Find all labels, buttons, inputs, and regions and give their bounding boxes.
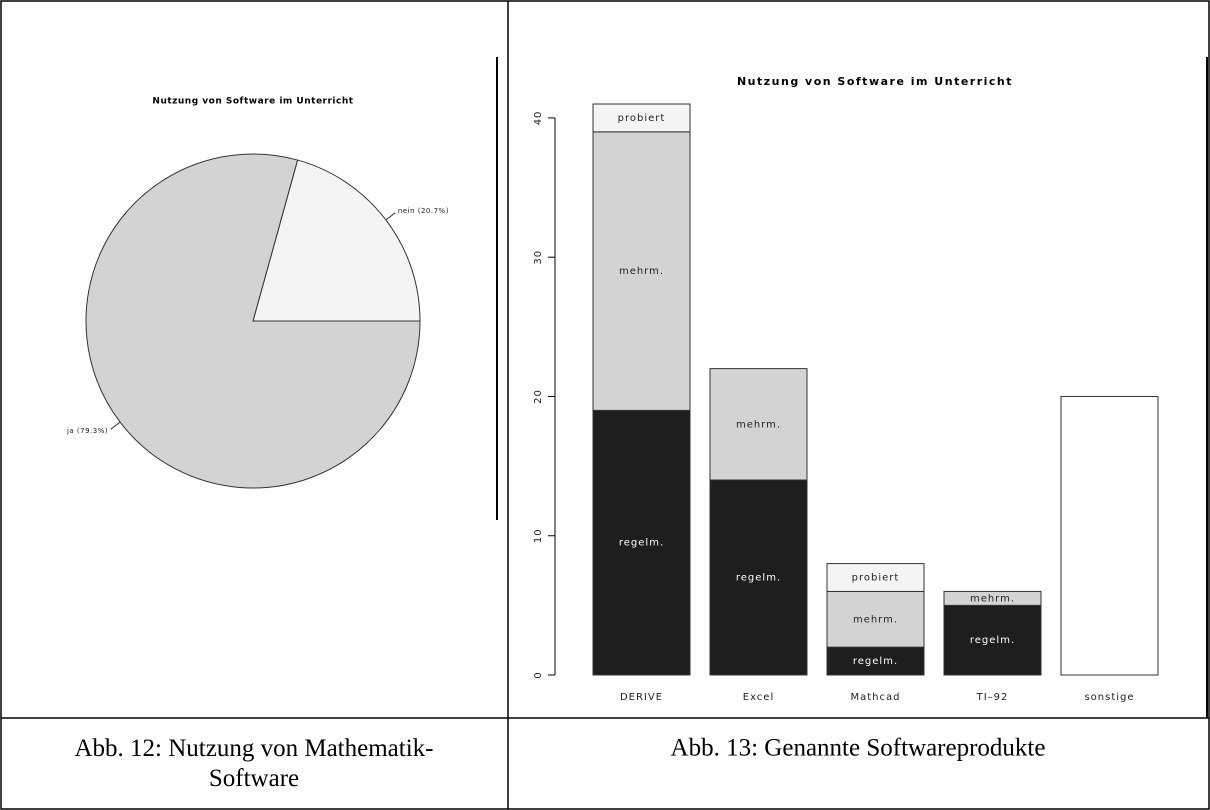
bar-segment (709, 368, 808, 481)
pie-slice (252, 159, 421, 322)
segment-label: probiert (852, 573, 900, 584)
pie-title: Nutzung von Software im Unterricht (152, 97, 353, 107)
bar-segment (592, 409, 691, 676)
x-tick-label: DERIVE (620, 692, 663, 703)
bar-segment (943, 590, 1042, 606)
y-tick-label: 40 (533, 111, 544, 126)
segment-label: mehrm. (970, 593, 1015, 604)
label-leader (110, 421, 121, 430)
label-leader (385, 212, 396, 221)
segment-label: mehrm. (619, 266, 664, 277)
segment-label: mehrm. (736, 419, 781, 430)
caption: Abb. 13: Genannte Softwareprodukte (671, 735, 1046, 762)
x-tick-label: TI–92 (976, 692, 1009, 703)
y-tick-label: 0 (533, 671, 544, 678)
segment-label: probiert (618, 113, 666, 124)
x-tick-label: sonstige (1084, 692, 1134, 703)
segment-label: regelm. (853, 656, 898, 667)
x-tick-label: Excel (743, 692, 775, 703)
caption: Abb. 12: Nutzung von Mathematik-Software (75, 735, 434, 792)
bar-segment (592, 131, 691, 411)
segment-label: regelm. (619, 538, 664, 549)
bar-segment (709, 479, 808, 676)
bar-segment (826, 646, 925, 676)
segment-label: regelm. (970, 635, 1015, 646)
bar-segment (826, 590, 925, 648)
bar-segment (1060, 395, 1159, 676)
slice-label: ja (79.3%) (66, 427, 108, 435)
bar-segment (943, 604, 1042, 676)
slice-label: nein (20.7%) (398, 207, 449, 215)
bar-title: Nutzung von Software im Unterricht (737, 75, 1013, 88)
y-tick-label: 30 (533, 250, 544, 265)
bar-segment (826, 563, 925, 592)
segment-label: regelm. (736, 573, 781, 584)
segment-label: mehrm. (853, 614, 898, 625)
x-tick-label: Mathcad (851, 692, 901, 703)
bar-segment (592, 103, 691, 133)
pie-slice (85, 153, 421, 489)
y-tick-label: 20 (533, 389, 544, 404)
y-tick-label: 10 (533, 528, 544, 543)
